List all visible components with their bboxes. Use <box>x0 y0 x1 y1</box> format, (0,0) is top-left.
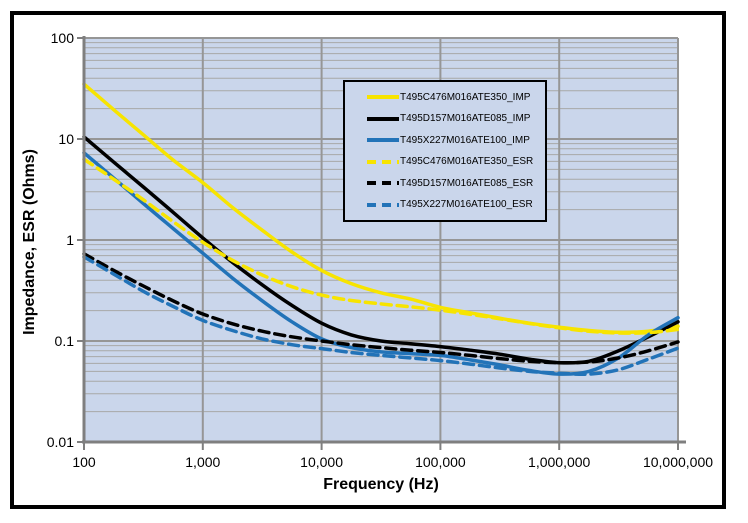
y-tick-label: 0.01 <box>47 434 74 450</box>
legend-item: T495D157M016ATE085_IMP <box>367 110 545 128</box>
y-tick-label: 10 <box>58 131 74 147</box>
legend-label: T495D157M016ATE085_ESR <box>400 177 534 189</box>
series-T495D157M016ATE085_ESR <box>82 252 680 365</box>
series-T495C476M016ATE350_ESR <box>82 157 680 335</box>
series-T495X227M016ATE100_ESR <box>82 255 680 377</box>
legend-swatch-dashed <box>367 202 399 207</box>
legend-item: T495C476M016ATE350_IMP <box>367 88 545 106</box>
legend-label: T495X227M016ATE100_IMP <box>400 134 530 146</box>
legend-swatch-solid <box>367 138 399 143</box>
x-axis-title: Frequency (Hz) <box>323 476 439 493</box>
legend-item: T495X227M016ATE100_ESR <box>367 196 545 214</box>
legend-label: T495X227M016ATE100_ESR <box>400 199 533 211</box>
legend-swatch-solid <box>367 95 399 100</box>
axis-ticks: 100 1,000 10,000 100,000 1,000,000 10,000,000… <box>47 30 713 470</box>
legend-label: T495C476M016ATE350_ESR <box>400 156 534 168</box>
x-tick-label: 10,000 <box>300 454 343 470</box>
series <box>82 82 680 377</box>
legend-label: T495D157M016ATE085_IMP <box>400 113 531 125</box>
y-tick-label: 100 <box>51 30 75 46</box>
legend-label: T495C476M016ATE350_IMP <box>400 91 531 103</box>
y-axis-title: Impedance, ESR (Ohms) <box>21 149 38 335</box>
y-tick-label: 1 <box>66 232 74 248</box>
x-tick-label: 10,000,000 <box>643 454 713 470</box>
x-tick-label: 100 <box>72 454 96 470</box>
legend-swatch-dashed <box>367 181 399 186</box>
x-tick-label: 1,000,000 <box>528 454 590 470</box>
legend-item: T495C476M016ATE350_ESR <box>367 153 545 171</box>
legend-item: T495X227M016ATE100_IMP <box>367 131 545 149</box>
x-tick-label: 100,000 <box>415 454 466 470</box>
x-tick-label: 1,000 <box>185 454 220 470</box>
legend-swatch-dashed <box>367 159 399 164</box>
legend-item: T495D157M016ATE085_ESR <box>367 174 545 192</box>
y-tick-label: 0.1 <box>55 333 75 349</box>
legend-swatch-solid <box>367 116 399 121</box>
legend: T495C476M016ATE350_IMP T495D157M016ATE085… <box>343 80 547 222</box>
